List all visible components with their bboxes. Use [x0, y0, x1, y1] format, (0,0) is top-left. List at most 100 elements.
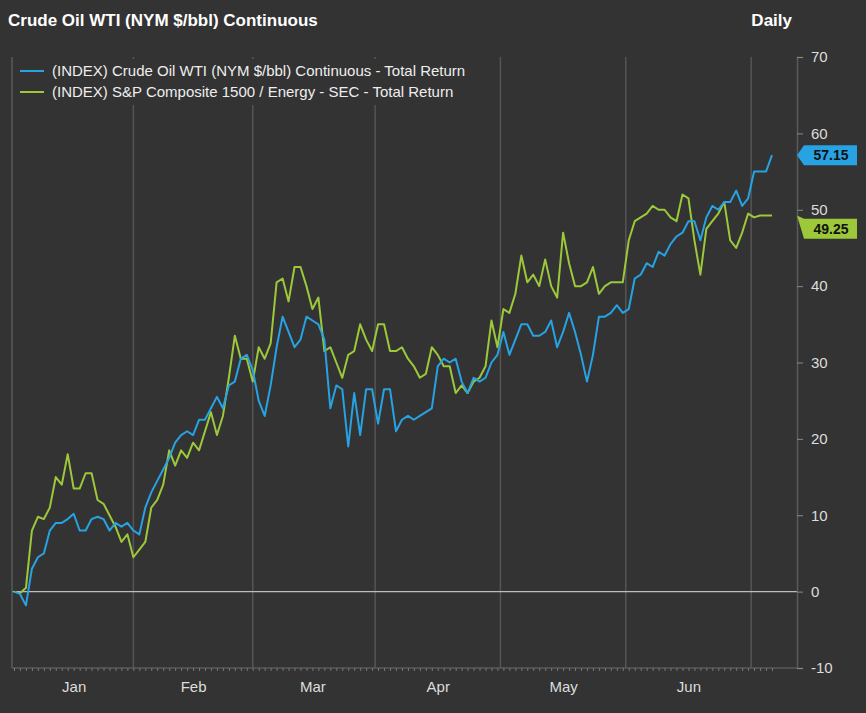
value-tag: 57.15 [797, 145, 857, 165]
value-tag-label: 49.25 [813, 221, 848, 237]
y-tick-mark [797, 286, 803, 287]
x-tick-mark [706, 668, 707, 671]
y-tick-label: 0 [811, 583, 819, 600]
x-tick-mark [408, 668, 409, 671]
x-tick-mark [438, 668, 439, 671]
x-tick [366, 668, 367, 671]
x-tick [295, 668, 296, 671]
x-tick [384, 668, 385, 671]
x-tick-mark [181, 668, 182, 671]
x-tick [509, 668, 510, 671]
y-tick: 70 [797, 48, 828, 65]
x-tick-mark [56, 668, 57, 671]
x-tick [62, 668, 63, 671]
x-tick-mark [360, 668, 361, 671]
x-tick-mark [760, 668, 761, 671]
y-tick-label: 60 [811, 125, 828, 142]
y-tick: 50 [797, 201, 828, 218]
x-tick-mark [20, 668, 21, 671]
x-tick-mark [289, 668, 290, 671]
x-tick-mark [772, 668, 773, 671]
x-tick [390, 668, 391, 671]
x-tick [265, 668, 266, 671]
x-tick [432, 668, 433, 671]
x-tick-mark [44, 668, 45, 671]
x-tick-mark [575, 668, 576, 671]
x-tick [80, 668, 81, 671]
y-tick: 20 [797, 430, 828, 447]
x-tick [629, 668, 630, 671]
x-tick: Jan [62, 668, 86, 695]
x-tick [318, 668, 319, 671]
x-tick-mark [671, 668, 672, 671]
x-tick-mark [14, 668, 15, 671]
x-tick-mark [342, 668, 343, 671]
x-tick-mark [348, 668, 349, 671]
x-tick [396, 668, 397, 671]
x-tick [342, 668, 343, 671]
x-tick [659, 668, 660, 671]
x-tick: May [549, 668, 578, 695]
x-tick-mark [199, 668, 200, 671]
x-tick-mark [74, 668, 75, 671]
x-tick-mark [26, 668, 27, 671]
legend: (INDEX) Crude Oil WTI (NYM $/bbl) Contin… [16, 59, 473, 105]
x-tick-mark [629, 668, 630, 671]
x-tick [539, 668, 540, 671]
y-tick-mark [797, 592, 803, 593]
x-tick-mark [324, 668, 325, 671]
y-tick-label: 20 [811, 430, 828, 447]
x-tick-mark [491, 668, 492, 671]
x-tick-mark [503, 668, 504, 671]
y-tick-mark [797, 363, 803, 364]
x-tick [181, 668, 182, 671]
x-tick [474, 668, 475, 671]
y-tick-label: 70 [811, 48, 828, 65]
x-tick-mark [62, 668, 63, 671]
x-tick [175, 668, 176, 671]
x-tick [742, 668, 743, 671]
x-tick-mark [581, 668, 582, 671]
x-tick-mark [766, 668, 767, 671]
x-tick-mark [551, 668, 552, 671]
x-tick [211, 668, 212, 671]
x-tick-mark [450, 668, 451, 671]
x-tick [557, 668, 558, 671]
x-tick-mark [718, 668, 719, 671]
legend-label: (INDEX) S&P Composite 1500 / Energy - SE… [52, 83, 453, 100]
x-tick [647, 668, 648, 671]
x-tick [26, 668, 27, 671]
x-tick-label: Feb [181, 678, 207, 695]
x-tick-mark [217, 668, 218, 671]
y-tick-label: 30 [811, 354, 828, 371]
x-tick-mark [432, 668, 433, 671]
x-tick-mark [653, 668, 654, 671]
x-tick [229, 668, 230, 671]
x-tick [551, 668, 552, 671]
x-tick-mark [205, 668, 206, 671]
x-tick [700, 668, 701, 671]
x-tick-mark [86, 668, 87, 671]
x-tick-mark [468, 668, 469, 671]
x-tick-mark [569, 668, 570, 671]
x-tick-mark [235, 668, 236, 671]
x-tick-mark [145, 668, 146, 671]
x-tick [38, 668, 39, 671]
x-tick [754, 668, 755, 671]
x-tick [491, 668, 492, 671]
x-tick-mark [724, 668, 725, 671]
x-tick [587, 668, 588, 671]
x-tick-mark [193, 668, 194, 671]
legend-swatch [20, 70, 44, 72]
x-tick [569, 668, 570, 671]
x-tick [277, 668, 278, 671]
x-tick: Jun [677, 668, 701, 695]
x-tick-mark [623, 668, 624, 671]
x-tick-mark [402, 668, 403, 671]
x-tick [271, 668, 272, 671]
x-tick [611, 668, 612, 671]
x-tick-mark [444, 668, 445, 671]
x-tick-mark [121, 668, 122, 671]
x-tick [641, 668, 642, 671]
x-tick-mark [617, 668, 618, 671]
